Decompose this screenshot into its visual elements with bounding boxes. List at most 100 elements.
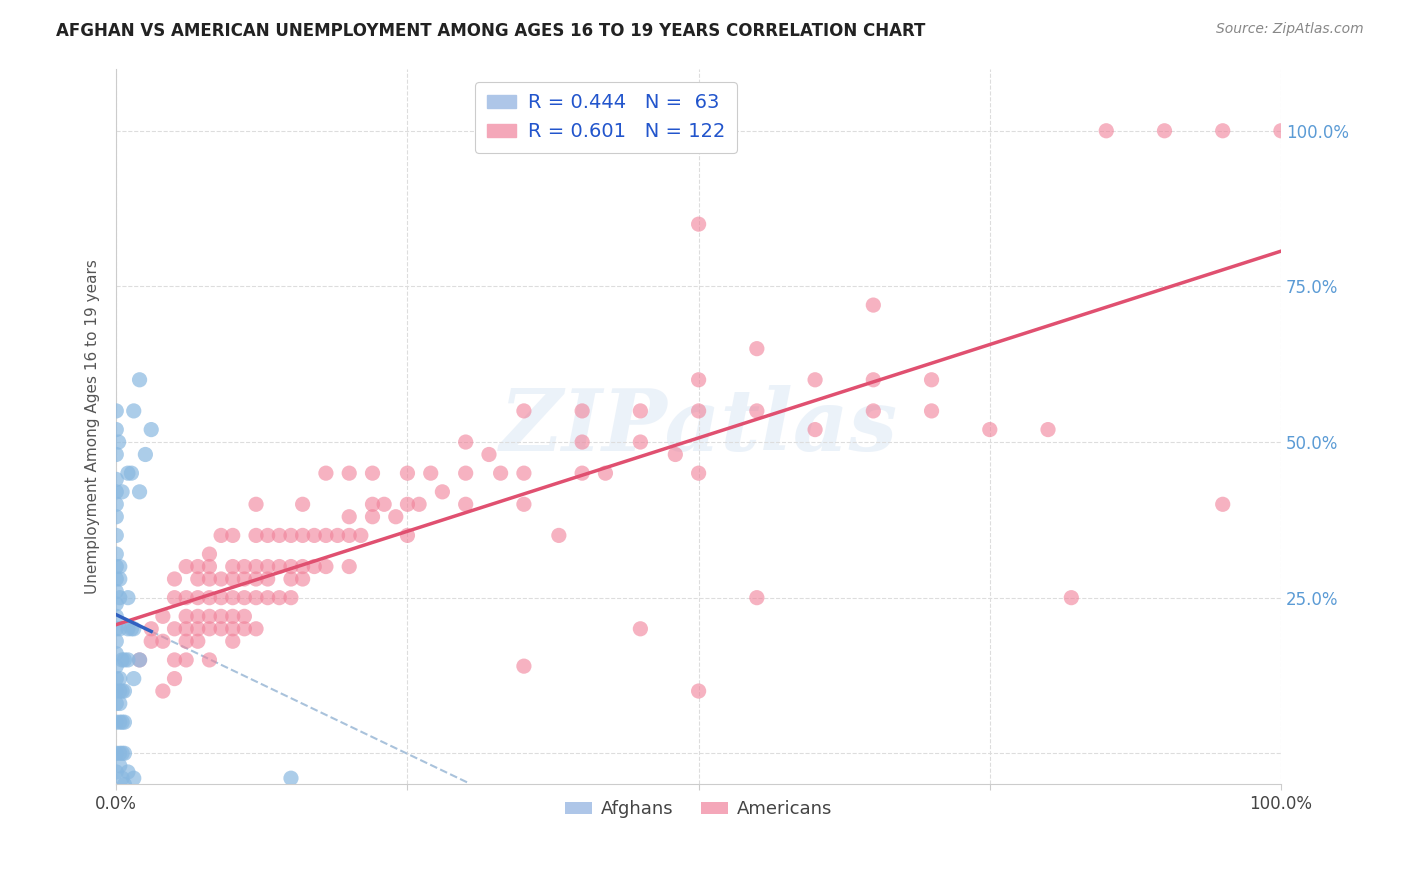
Point	[628, 404, 651, 418]
Point	[304, 528, 326, 542]
Point	[337, 466, 360, 480]
Point	[291, 497, 314, 511]
Point	[513, 497, 536, 511]
Point	[361, 466, 384, 480]
Point	[111, 484, 134, 499]
Point	[233, 609, 256, 624]
Text: ZIPatlas: ZIPatlas	[499, 384, 897, 468]
Point	[198, 609, 221, 624]
Point	[454, 435, 477, 450]
Point	[291, 559, 314, 574]
Point	[105, 497, 128, 511]
Point	[141, 423, 163, 437]
Point	[245, 572, 267, 586]
Point	[108, 622, 131, 636]
Point	[152, 684, 174, 698]
Point	[628, 435, 651, 450]
Point	[108, 715, 131, 730]
Point	[187, 591, 209, 605]
Point	[209, 591, 232, 605]
Point	[112, 715, 135, 730]
Point	[280, 559, 302, 574]
Point	[361, 497, 384, 511]
Point	[187, 572, 209, 586]
Point	[315, 466, 337, 480]
Point	[105, 672, 128, 686]
Point	[595, 466, 617, 480]
Y-axis label: Unemployment Among Ages 16 to 19 years: Unemployment Among Ages 16 to 19 years	[86, 259, 100, 594]
Point	[1212, 497, 1234, 511]
Point	[198, 559, 221, 574]
Point	[745, 404, 768, 418]
Point	[163, 672, 186, 686]
Point	[245, 528, 267, 542]
Point	[107, 435, 129, 450]
Point	[256, 591, 278, 605]
Point	[269, 559, 291, 574]
Point	[108, 672, 131, 686]
Point	[105, 609, 128, 624]
Point	[128, 653, 150, 667]
Point	[105, 684, 128, 698]
Point	[280, 572, 302, 586]
Point	[304, 559, 326, 574]
Point	[350, 528, 373, 542]
Point	[174, 634, 197, 648]
Point	[105, 509, 128, 524]
Point	[256, 528, 278, 542]
Point	[117, 591, 139, 605]
Point	[198, 591, 221, 605]
Point	[111, 715, 134, 730]
Point	[233, 622, 256, 636]
Point	[163, 622, 186, 636]
Point	[1153, 124, 1175, 138]
Point	[120, 622, 142, 636]
Point	[222, 634, 245, 648]
Point	[117, 653, 139, 667]
Point	[979, 423, 1001, 437]
Point	[105, 472, 128, 486]
Point	[419, 466, 441, 480]
Point	[513, 466, 536, 480]
Point	[122, 771, 145, 785]
Point	[134, 448, 156, 462]
Point	[163, 591, 186, 605]
Point	[337, 509, 360, 524]
Point	[628, 622, 651, 636]
Point	[105, 572, 128, 586]
Point	[245, 497, 267, 511]
Point	[280, 591, 302, 605]
Point	[122, 622, 145, 636]
Text: Source: ZipAtlas.com: Source: ZipAtlas.com	[1216, 22, 1364, 37]
Point	[105, 547, 128, 561]
Point	[111, 653, 134, 667]
Point	[745, 591, 768, 605]
Point	[105, 423, 128, 437]
Point	[222, 622, 245, 636]
Point	[513, 659, 536, 673]
Point	[337, 559, 360, 574]
Point	[187, 634, 209, 648]
Point	[108, 684, 131, 698]
Point	[688, 466, 710, 480]
Point	[112, 653, 135, 667]
Point	[408, 497, 430, 511]
Point	[280, 528, 302, 542]
Point	[222, 572, 245, 586]
Point	[112, 684, 135, 698]
Point	[174, 653, 197, 667]
Point	[337, 528, 360, 542]
Point	[245, 622, 267, 636]
Point	[454, 497, 477, 511]
Point	[198, 572, 221, 586]
Point	[233, 572, 256, 586]
Point	[209, 528, 232, 542]
Point	[571, 466, 593, 480]
Point	[187, 622, 209, 636]
Point	[163, 653, 186, 667]
Text: AFGHAN VS AMERICAN UNEMPLOYMENT AMONG AGES 16 TO 19 YEARS CORRELATION CHART: AFGHAN VS AMERICAN UNEMPLOYMENT AMONG AG…	[56, 22, 925, 40]
Point	[174, 559, 197, 574]
Point	[315, 528, 337, 542]
Point	[291, 572, 314, 586]
Point	[396, 466, 419, 480]
